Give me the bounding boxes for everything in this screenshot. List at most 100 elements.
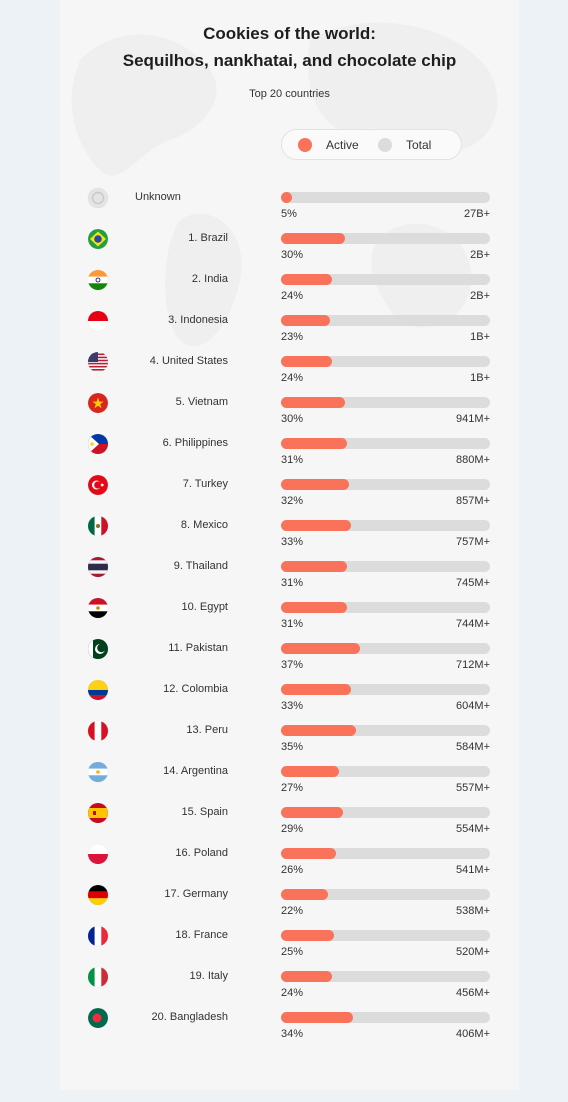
active-bar xyxy=(281,274,332,285)
bar-row: 10. Egypt 31% 744M+ xyxy=(60,597,519,638)
total-bar xyxy=(281,930,490,941)
active-percent-label: 24% xyxy=(281,290,304,302)
active-percent-label: 33% xyxy=(281,700,304,712)
total-bar xyxy=(281,807,490,818)
country-label: 1. Brazil xyxy=(188,232,228,244)
active-percent-label: 31% xyxy=(281,618,304,630)
active-percent-label: 30% xyxy=(281,249,304,261)
country-label: 16. Poland xyxy=(175,847,228,859)
total-bar xyxy=(281,274,490,285)
total-bar xyxy=(281,192,490,203)
active-percent-label: 30% xyxy=(281,413,304,425)
bar-row: 11. Pakistan 37% 712M+ xyxy=(60,638,519,679)
country-label: 2. India xyxy=(191,273,228,285)
india-flag-icon xyxy=(87,269,109,291)
total-value-label: 1B+ xyxy=(470,372,490,384)
bangladesh-flag-icon xyxy=(87,1007,109,1029)
turkey-flag-icon xyxy=(87,474,109,496)
total-value-label: 456M+ xyxy=(456,987,490,999)
total-value-label: 604M+ xyxy=(456,700,490,712)
total-bar xyxy=(281,1012,490,1023)
active-percent-label: 5% xyxy=(281,208,297,220)
active-bar xyxy=(281,602,347,613)
total-value-label: 554M+ xyxy=(456,823,490,835)
active-bar xyxy=(281,479,349,490)
legend-total-label: Total xyxy=(406,138,432,152)
total-value-label: 712M+ xyxy=(456,659,490,671)
chart-title-line1: Cookies of the world: xyxy=(203,24,376,43)
country-label: 3. Indonesia xyxy=(168,314,228,326)
total-value-label: 520M+ xyxy=(456,946,490,958)
active-bar xyxy=(281,930,334,941)
total-value-label: 857M+ xyxy=(456,495,490,507)
active-percent-label: 37% xyxy=(281,659,304,671)
peru-flag-icon xyxy=(87,720,109,742)
active-percent-label: 34% xyxy=(281,1028,304,1040)
total-bar xyxy=(281,397,490,408)
colombia-flag-icon xyxy=(87,679,109,701)
bar-row: 17. Germany 22% 538M+ xyxy=(60,884,519,925)
total-value-label: 744M+ xyxy=(456,618,490,630)
bar-row: 18. France 25% 520M+ xyxy=(60,925,519,966)
total-bar xyxy=(281,520,490,531)
total-value-label: 880M+ xyxy=(456,454,490,466)
bar-row: 16. Poland 26% 541M+ xyxy=(60,843,519,884)
country-label: 13. Peru xyxy=(186,724,228,736)
chart-title: Cookies of the world: Sequilhos, nankhat… xyxy=(60,20,519,74)
total-value-label: 538M+ xyxy=(456,905,490,917)
france-flag-icon xyxy=(87,925,109,947)
active-percent-label: 24% xyxy=(281,987,304,999)
country-label: 20. Bangladesh xyxy=(151,1011,228,1023)
bar-row: 8. Mexico 33% 757M+ xyxy=(60,515,519,556)
argentina-flag-icon xyxy=(87,761,109,783)
bar-row: 15. Spain 29% 554M+ xyxy=(60,802,519,843)
bar-row: Unknown 5% 27B+ xyxy=(60,187,519,228)
total-bar xyxy=(281,233,490,244)
active-bar xyxy=(281,397,345,408)
total-value-label: 406M+ xyxy=(456,1028,490,1040)
chart-card: Cookies of the world: Sequilhos, nankhat… xyxy=(60,0,519,1090)
country-label: 6. Philippines xyxy=(162,437,228,449)
bar-row: 14. Argentina 27% 557M+ xyxy=(60,761,519,802)
country-label: 19. Italy xyxy=(189,970,228,982)
mexico-flag-icon xyxy=(87,515,109,537)
indonesia-flag-icon xyxy=(87,310,109,332)
country-label: 4. United States xyxy=(149,355,228,367)
total-bar xyxy=(281,971,490,982)
total-bar xyxy=(281,602,490,613)
active-percent-label: 22% xyxy=(281,905,304,917)
total-bar xyxy=(281,848,490,859)
total-bar xyxy=(281,643,490,654)
bar-row: 3. Indonesia 23% 1B+ xyxy=(60,310,519,351)
bar-row: 6. Philippines 31% 880M+ xyxy=(60,433,519,474)
active-percent-label: 35% xyxy=(281,741,304,753)
country-label: 10. Egypt xyxy=(181,601,228,613)
active-percent-label: 32% xyxy=(281,495,304,507)
active-bar xyxy=(281,315,330,326)
total-bar xyxy=(281,889,490,900)
country-label: 18. France xyxy=(175,929,228,941)
total-value-label: 2B+ xyxy=(470,249,490,261)
legend-active-label: Active xyxy=(326,138,359,152)
total-value-label: 757M+ xyxy=(456,536,490,548)
country-label: Unknown xyxy=(135,191,181,203)
brazil-flag-icon xyxy=(87,228,109,250)
usa-flag-icon xyxy=(87,351,109,373)
world-map-background xyxy=(71,22,498,347)
active-bar xyxy=(281,848,336,859)
spain-flag-icon xyxy=(87,802,109,824)
active-percent-label: 31% xyxy=(281,454,304,466)
active-bar xyxy=(281,233,345,244)
bar-row: 12. Colombia 33% 604M+ xyxy=(60,679,519,720)
vietnam-flag-icon xyxy=(87,392,109,414)
chart-title-line2: Sequilhos, nankhatai, and chocolate chip xyxy=(122,51,457,70)
country-label: 12. Colombia xyxy=(163,683,228,695)
active-bar xyxy=(281,766,339,777)
thailand-flag-icon xyxy=(87,556,109,578)
legend-total-swatch xyxy=(378,138,392,152)
country-label: 15. Spain xyxy=(181,806,228,818)
pakistan-flag-icon xyxy=(87,638,109,660)
bar-row: 13. Peru 35% 584M+ xyxy=(60,720,519,761)
bar-row: 1. Brazil 30% 2B+ xyxy=(60,228,519,269)
bar-row: 20. Bangladesh 34% 406M+ xyxy=(60,1007,519,1048)
